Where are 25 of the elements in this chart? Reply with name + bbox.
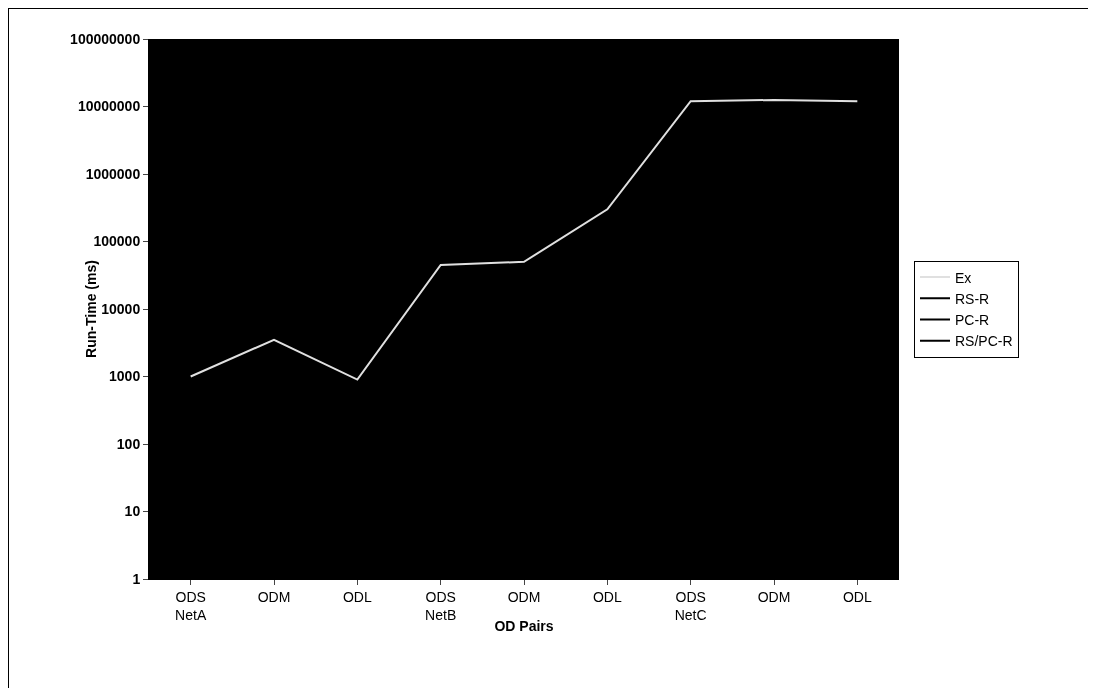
legend-label: PC-R [955, 311, 990, 328]
line-series [189, 98, 859, 381]
x-axis-title: OD Pairs [494, 618, 554, 634]
y-tick-label: 1000000 [85, 165, 141, 182]
y-tick-label: 10 [124, 503, 141, 520]
x-tick-label: ODM [507, 588, 541, 605]
legend-label: RS-R [955, 290, 990, 307]
y-tick-label: 100 [116, 435, 141, 452]
y-tick-label: 10000000 [77, 98, 141, 115]
y-tick-label: 100000000 [70, 30, 141, 47]
x-tick-label: ODL [592, 588, 622, 605]
y-tick-label: 1 [132, 570, 141, 587]
y-tick-label: 10000 [101, 300, 141, 317]
y-tick-label: 1000 [109, 368, 141, 385]
y-tick-label: 100000 [93, 233, 141, 250]
y-axis-title: Run-Time (ms) [83, 260, 100, 358]
x-tick-label: ODS NetC [674, 588, 707, 623]
x-tick-label: ODS NetB [425, 588, 457, 623]
x-tick-label: ODL [842, 588, 872, 605]
legend-label: Ex [955, 269, 972, 286]
x-tick-label: ODS NetA [175, 588, 207, 623]
legend-label: RS/PC-R [955, 333, 1013, 350]
x-tick-label: ODL [342, 588, 372, 605]
x-tick-label: ODM [757, 588, 791, 605]
x-tick-label: ODM [257, 588, 291, 605]
